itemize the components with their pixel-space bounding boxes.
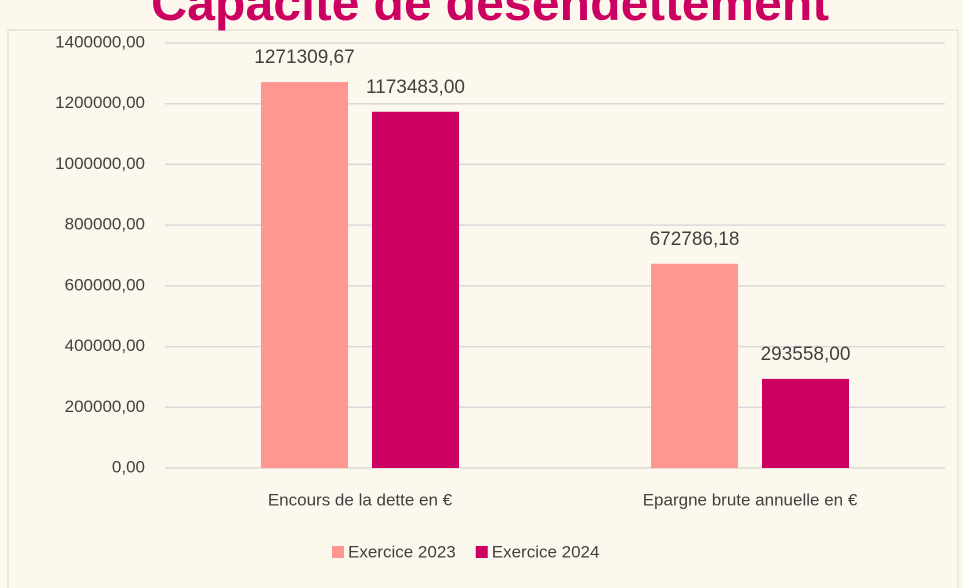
bar — [372, 111, 459, 468]
legend-swatch — [475, 546, 488, 558]
x-tick-label: Epargne brute annuelle en € — [643, 490, 858, 509]
y-tick-label: 600000,00 — [65, 275, 145, 294]
y-tick-label: 1000000,00 — [55, 154, 145, 173]
legend-label: Exercice 2023 — [348, 542, 456, 561]
bar — [261, 82, 348, 468]
bar — [762, 378, 849, 468]
data-label: 1173483,00 — [366, 77, 465, 98]
data-label: 293558,00 — [761, 344, 851, 365]
y-tick-label: 800000,00 — [65, 215, 145, 234]
y-tick-label: 1400000,00 — [55, 32, 145, 51]
legend-label: Exercice 2024 — [492, 542, 600, 561]
y-tick-label: 200000,00 — [65, 397, 145, 416]
chart-title: Capacité de désendettement — [151, 0, 829, 31]
y-tick-label: 400000,00 — [65, 336, 145, 355]
y-tick-label: 1200000,00 — [55, 93, 145, 112]
data-label: 672786,18 — [650, 229, 740, 250]
bar — [651, 263, 738, 468]
legend-swatch — [332, 546, 344, 558]
x-tick-label: Encours de la dette en € — [268, 490, 453, 509]
y-tick-label: 0,00 — [112, 457, 145, 476]
data-label: 1271309,67 — [254, 47, 354, 68]
chart-border — [7, 29, 959, 588]
